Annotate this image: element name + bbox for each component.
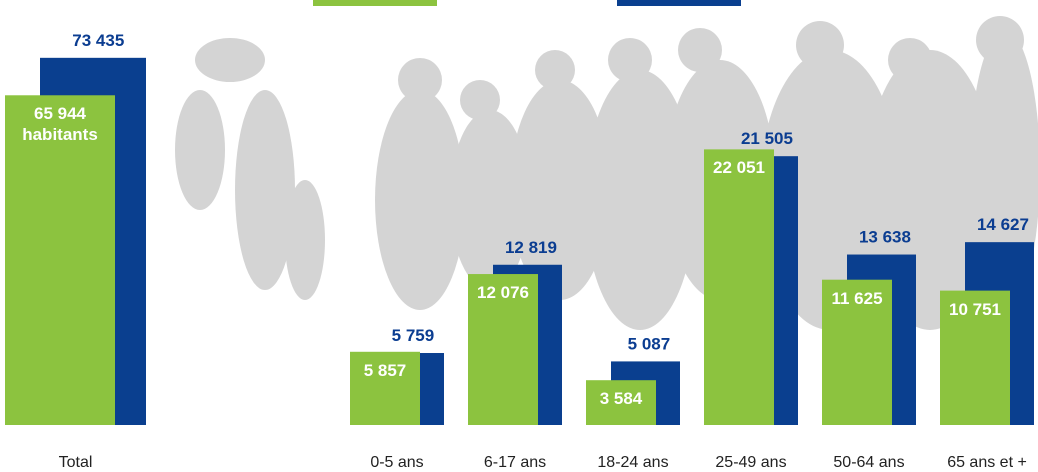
value-label-box: 10 751: [940, 299, 1010, 349]
value-label-box: 22 051: [704, 157, 774, 207]
value-label-box: 11 625: [822, 288, 892, 338]
value-label: 13 638: [859, 228, 911, 247]
value-label: 14 627: [977, 215, 1029, 234]
value-label: 12 076: [468, 282, 538, 303]
value-label: 65 944 habitants: [5, 103, 115, 145]
x-tick-label: 6-17 ans: [484, 454, 546, 471]
chart: 73 435 65 944 habitants Total 5 759 5 857 0-5…: [0, 0, 1038, 472]
x-tick-label: 18-24 ans: [597, 454, 668, 471]
value-label-box: 5 857: [350, 360, 420, 410]
value-label: 21 505: [741, 129, 793, 148]
value-label: 5 087: [628, 334, 671, 353]
value-label-box: 65 944 habitants: [5, 103, 115, 153]
x-tick-label: 65 ans et +: [947, 454, 1027, 471]
value-label: 10 751: [940, 299, 1010, 320]
value-label: 11 625: [822, 288, 892, 309]
value-label: 5 857: [350, 360, 420, 381]
x-tick-label: 0-5 ans: [370, 454, 423, 471]
value-label-box: 3 584: [586, 388, 656, 438]
legend-swatch: [617, 0, 741, 6]
value-label: 22 051: [704, 157, 774, 178]
x-tick-label: Total: [59, 454, 93, 471]
legend-swatch: [313, 0, 437, 6]
value-label: 3 584: [586, 388, 656, 409]
value-label: 5 759: [392, 326, 435, 345]
value-label: 73 435: [72, 31, 124, 50]
x-tick-label: 25-49 ans: [715, 454, 786, 471]
value-label-box: 12 076: [468, 282, 538, 332]
x-tick-label: 50-64 ans: [833, 454, 904, 471]
value-label: 12 819: [505, 238, 557, 257]
